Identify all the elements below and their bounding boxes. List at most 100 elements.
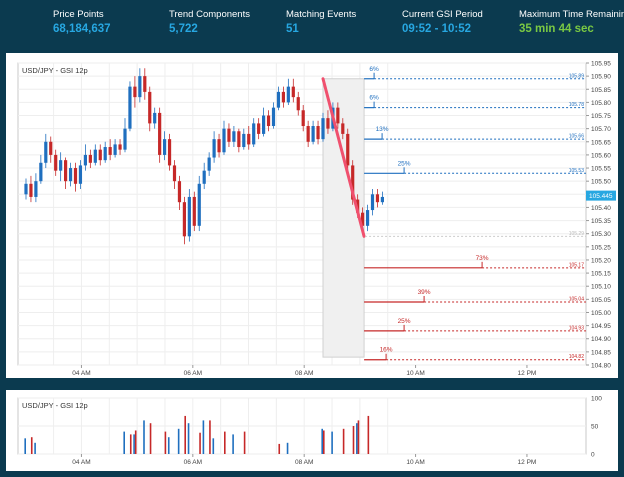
- candle-body: [143, 76, 147, 92]
- candle: [24, 178, 28, 200]
- event-bar: [212, 438, 215, 454]
- candle-body: [361, 212, 365, 226]
- bar-up: [202, 420, 205, 454]
- bar-down: [30, 437, 33, 454]
- candle: [375, 189, 380, 208]
- candle-body: [276, 91, 281, 108]
- candle: [78, 160, 83, 190]
- y-tick-label: 105.30: [591, 231, 611, 238]
- y-tick-label: 105.25: [591, 244, 611, 251]
- bar-up: [34, 442, 36, 454]
- candle-body: [192, 196, 196, 226]
- candle-body: [68, 168, 73, 182]
- candle-body: [247, 133, 251, 145]
- candle-body: [113, 144, 117, 155]
- projection-up: 6% 105.89: [364, 66, 586, 80]
- candle: [34, 173, 38, 203]
- candle: [222, 120, 226, 155]
- candle-body: [148, 91, 152, 124]
- bar-down: [224, 431, 226, 454]
- candle: [83, 144, 87, 171]
- bar-down: [367, 415, 370, 454]
- projection-price: 104.93: [569, 325, 585, 331]
- candle-body: [351, 165, 355, 200]
- price-chart-panel: 104.80 104.85 104.90 104.95 105.00 105.05 105.…: [6, 53, 618, 378]
- trend-line: [321, 77, 366, 238]
- projection-probability: 25%: [398, 160, 411, 167]
- x-tick-label: 04 AM: [72, 459, 90, 466]
- event-bar: [187, 423, 190, 454]
- stat-trend-components: Trend Components 5,722: [169, 9, 250, 35]
- price-chart[interactable]: 104.80 104.85 104.90 104.95 105.00 105.05 105.…: [6, 53, 618, 378]
- candle-body: [177, 181, 182, 203]
- candle-body: [286, 86, 290, 103]
- candle-body: [346, 133, 350, 166]
- bar-down: [209, 420, 211, 454]
- candle: [202, 162, 206, 190]
- candle: [182, 196, 186, 245]
- candle: [192, 191, 196, 232]
- x-tick-label: 08 AM: [295, 370, 313, 377]
- candle-body: [301, 110, 305, 127]
- candle-body: [118, 144, 122, 150]
- candle: [336, 102, 340, 129]
- candle: [29, 175, 33, 203]
- chart-title: USD/JPY - GSI 12p: [22, 66, 88, 75]
- x-tick-label: 08 AM: [295, 459, 313, 466]
- event-bar: [232, 434, 234, 454]
- candle-body: [291, 86, 295, 98]
- event-bar: [352, 426, 355, 454]
- projection-up: 25% 105.53: [364, 160, 586, 174]
- stat-value: 51: [286, 23, 299, 35]
- bar-up: [331, 431, 333, 454]
- candle: [370, 189, 375, 216]
- y-tick-label: 105.65: [591, 139, 611, 146]
- candle: [227, 123, 231, 148]
- candle-body: [271, 107, 276, 127]
- bar-up: [356, 423, 358, 454]
- bar-up: [187, 423, 190, 454]
- candle: [365, 204, 370, 232]
- chart-title: USD/JPY - GSI 12p: [22, 401, 88, 410]
- projection-probability: 6%: [369, 66, 379, 73]
- y-tick-label: 105.35: [591, 218, 611, 225]
- stat-label: Current GSI Period: [402, 9, 483, 20]
- bar-up: [24, 438, 26, 454]
- y-tick-label: 105.90: [591, 74, 611, 81]
- y-tick-label: 105.05: [591, 297, 611, 304]
- bar-up: [286, 442, 289, 454]
- y-tick-label: 105.95: [591, 61, 611, 68]
- y-tick-label: 105.00: [591, 310, 611, 317]
- candle: [306, 120, 310, 148]
- stat-current-gsi-period: Current GSI Period 09:52 - 10:52: [402, 9, 483, 35]
- candle-body: [133, 86, 137, 98]
- event-bar: [367, 415, 370, 454]
- candle: [172, 160, 177, 190]
- candle-body: [78, 165, 83, 184]
- event-bar: [224, 431, 226, 454]
- events-chart[interactable]: 0 50 100 04 AM 06 AM 08 AM 10 AM 12 PM USD/JPY -…: [6, 390, 618, 471]
- projection-probability: 25%: [398, 318, 411, 325]
- candle: [167, 133, 172, 171]
- candle: [113, 139, 117, 158]
- stat-label: Maximum Time Remaining: [519, 9, 624, 20]
- x-tick-label: 10 AM: [406, 370, 424, 377]
- candle: [44, 133, 48, 169]
- candle: [158, 107, 162, 163]
- stat-price-points: Price Points 68,184,637: [53, 9, 111, 35]
- candle: [108, 139, 112, 161]
- pattern-region: [322, 78, 365, 358]
- event-bar: [286, 442, 289, 454]
- stat-matching-events: Matching Events 51: [286, 9, 356, 35]
- event-bar: [129, 434, 132, 454]
- candle: [133, 76, 137, 108]
- candle-body: [237, 131, 241, 148]
- candle: [68, 162, 73, 187]
- candle: [123, 118, 127, 153]
- candle-body: [172, 165, 177, 182]
- candle: [163, 131, 167, 161]
- candle-body: [24, 183, 28, 195]
- candle-body: [341, 123, 345, 134]
- event-bar: [321, 428, 325, 454]
- candle: [118, 139, 122, 155]
